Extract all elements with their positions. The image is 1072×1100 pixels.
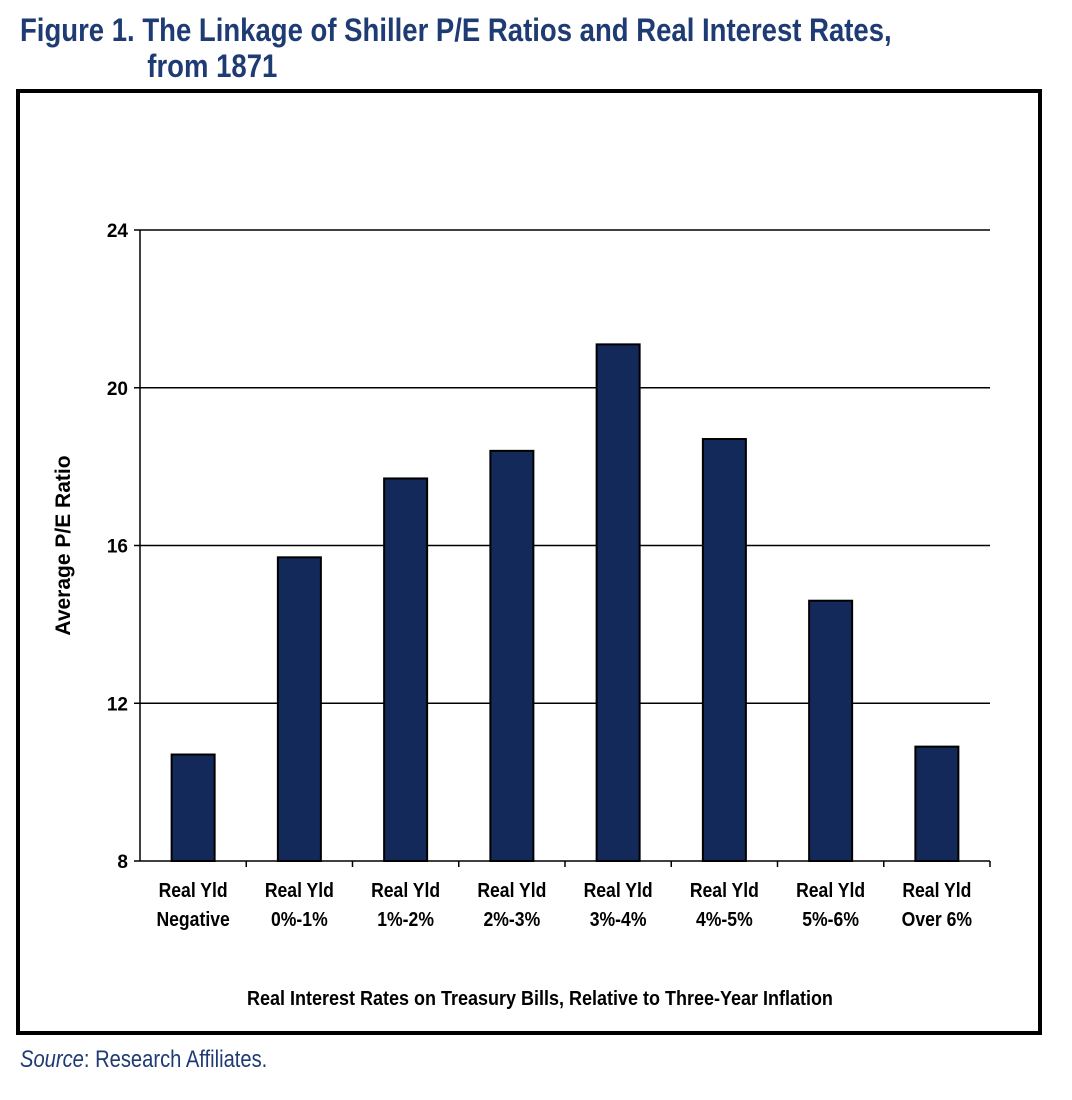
source-text: : Research Affiliates. bbox=[83, 1046, 268, 1073]
y-tick-label: 12 bbox=[107, 694, 128, 715]
bar-3 bbox=[383, 477, 429, 862]
axes bbox=[134, 229, 991, 867]
x-axis-title: Real Interest Rates on Treasury Bills, R… bbox=[247, 988, 833, 1010]
source-label: Source bbox=[20, 1046, 84, 1073]
bar-1 bbox=[170, 753, 216, 862]
bar-2 bbox=[276, 556, 322, 862]
figure-title: Figure 1. The Linkage of Shiller P/E Rat… bbox=[20, 12, 892, 84]
chart-frame: 8 12 16 20 24 Real Yld Negative Real Yld 0%-1% Re… bbox=[16, 89, 1042, 1035]
bar-6 bbox=[701, 438, 747, 862]
y-tick-label: 16 bbox=[107, 537, 128, 558]
bar-8 bbox=[914, 745, 960, 862]
x-tick-label: Real Yld Over 6% bbox=[902, 879, 973, 930]
source-note: Source: Research Affiliates. bbox=[20, 1046, 267, 1074]
figure-title-line-1: Figure 1. The Linkage of Shiller P/E Rat… bbox=[20, 12, 892, 48]
y-tick-label: 8 bbox=[117, 852, 128, 873]
y-tick-label: 20 bbox=[107, 379, 128, 400]
x-tick-label: Real Yld 1%-2% bbox=[371, 879, 440, 930]
figure-title-line-2: from 1871 bbox=[147, 48, 278, 84]
bar-7 bbox=[808, 599, 854, 862]
bar-chart: 8 12 16 20 24 Real Yld Negative Real Yld 0%-1% Re… bbox=[52, 221, 991, 1010]
gridlines bbox=[140, 229, 990, 704]
y-axis-title: Average P/E Ratio bbox=[52, 455, 75, 635]
x-tick-label: Real Yld 4%-5% bbox=[690, 879, 759, 930]
x-tick-label: Real Yld 0%-1% bbox=[265, 879, 334, 930]
y-tick-label: 24 bbox=[107, 221, 129, 242]
bars bbox=[170, 343, 960, 862]
labels: 8 12 16 20 24 Real Yld Negative Real Yld 0%-1% Re… bbox=[52, 221, 972, 1010]
bar-5 bbox=[595, 343, 641, 862]
x-tick-label: Real Yld 2%-3% bbox=[477, 879, 546, 930]
bar-4 bbox=[489, 449, 535, 862]
x-tick-label: Real Yld Negative bbox=[156, 879, 229, 930]
x-tick-label: Real Yld 3%-4% bbox=[584, 879, 653, 930]
x-tick-label: Real Yld 5%-6% bbox=[796, 879, 865, 930]
